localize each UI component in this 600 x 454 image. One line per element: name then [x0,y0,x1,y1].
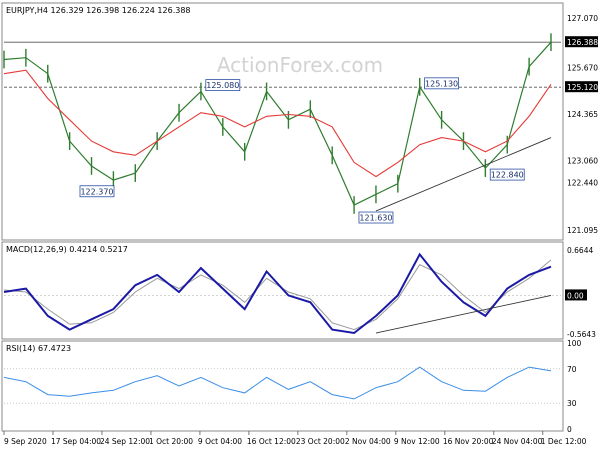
macd-tag-bg [565,289,587,301]
macd-y-tick-label: 0.00 [567,291,584,300]
x-axis-label: 16 Nov 20:00 [443,437,494,446]
x-axis-label: 9 Sep 2020 [4,437,47,446]
x-axis-label: 1 Dec 12:00 [541,437,587,446]
price-tag-bg [565,81,598,93]
price-y-tick-label: 127.070 [567,14,598,23]
rsi-y-tick-label: 100 [567,339,582,348]
price-panel-frame [1,2,564,241]
x-axis-label: 9 Nov 12:00 [394,437,440,446]
rsi-y-tick-label: 0 [567,425,572,434]
x-axis-label: 9 Oct 04:00 [198,437,242,446]
x-axis-label: 24 Nov 04:00 [492,437,543,446]
macd-series [3,252,552,335]
rsi-line [3,366,552,400]
price-annotation-box [358,211,394,224]
price-y-tick-label: 125.670 [567,64,598,73]
rsi-panel-title: RSI(14) 67.4723 [6,344,71,353]
price-annotation-label: 122.840 [491,171,524,180]
price-annotation-box [489,168,525,181]
price-annotation-label: 121.630 [359,214,392,223]
macd-panel-frame [1,241,564,340]
rsi-y-tick-label: 30 [567,399,577,408]
price-annotations: 122.370 125.080 121.630 125.130 122.840 [79,77,525,224]
price-y-tick-label: 123.060 [567,156,598,165]
price-annotation-box [205,79,241,92]
price-annotation-label: 125.130 [425,79,458,88]
price-annotation-label: 122.370 [80,187,113,196]
watermark: ActionForex.com [217,53,383,77]
macd-panel-title: MACD(12,26,9) 0.4214 0.5217 [6,245,128,254]
macd-y-tick-label: -0.5643 [567,330,596,339]
price-panel-title: EURJPY,H4 126.329 126.398 126.224 126.38… [6,6,191,15]
y-axis-labels: 127.070 126.388 125.670 125.120 124.365 123.0… [565,14,598,434]
price-y-tick-label: 122.440 [567,178,598,187]
price-annotation-label: 125.080 [206,81,239,90]
price-y-tick-label: 126.388 [567,38,598,47]
price-y-tick-label: 121.095 [567,226,598,235]
macd-line [3,252,552,335]
price-trendline [375,137,552,212]
x-axis-label: 16 Oct 12:00 [247,437,296,446]
macd-signal-line [3,259,552,331]
x-axis-label: 23 Oct 20:00 [296,437,345,446]
moving-average-line [3,69,552,178]
price-annotation-box [424,77,460,90]
x-axis-label: 2 Nov 04:00 [345,437,391,446]
macd-trendline [375,294,552,334]
reference-lines [4,41,561,404]
x-axis-label: 24 Sep 12:00 [100,437,150,446]
rsi-y-tick-label: 70 [567,365,577,374]
price-series [3,33,552,214]
price-y-tick-label: 124.365 [567,110,598,119]
price-y-tick-label: 125.120 [567,83,598,92]
x-axis-label: 17 Sep 04:00 [51,437,101,446]
macd-y-tick-label: 0.6644 [567,246,593,255]
x-axis-label: 1 Oct 20:00 [149,437,193,446]
price-line [3,41,552,206]
price-annotation-box [79,185,115,198]
rsi-series [3,366,552,400]
price-tag-bg [565,36,598,48]
rsi-panel-frame [1,340,564,432]
